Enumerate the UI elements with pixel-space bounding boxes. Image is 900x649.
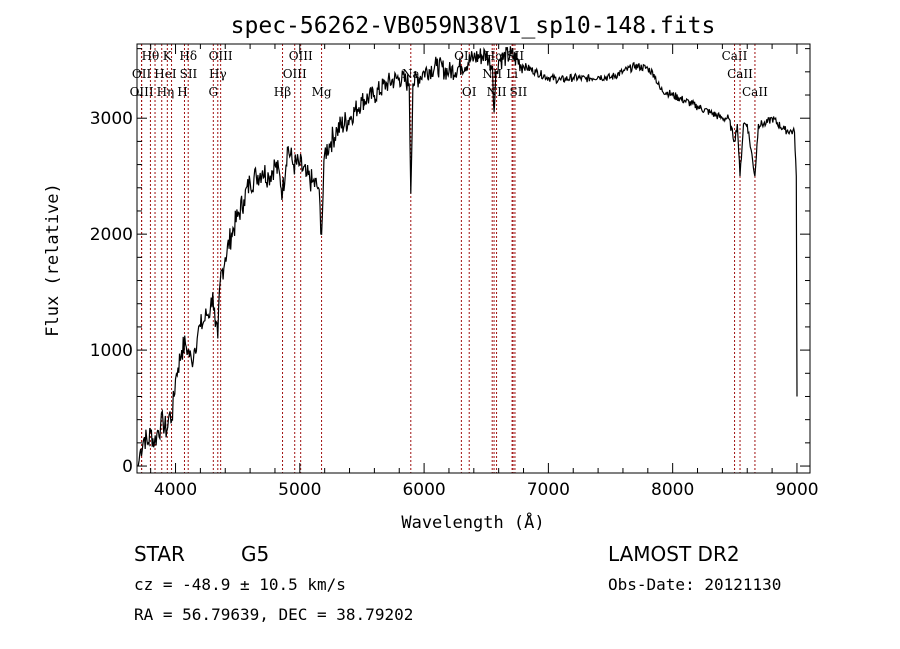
x-axis-label: Wavelength (Å) (401, 511, 544, 533)
line-marker-label: HeI (154, 67, 177, 81)
line-marker-label: CaII (742, 85, 768, 99)
line-marker-label: Hθ (142, 49, 160, 63)
line-marker-label: Hβ (274, 85, 291, 99)
redshift-cz: cz = -48.9 ± 10.5 km/s (134, 575, 346, 594)
y-tick-label: 2000 (90, 225, 133, 245)
line-marker-label: CaII (727, 67, 753, 81)
x-tick-label: 7000 (527, 480, 570, 500)
y-tick-label: 1000 (90, 341, 133, 361)
x-tick-label: 9000 (775, 480, 818, 500)
survey-name: LAMOST DR2 (608, 542, 740, 566)
line-marker-label: Hγ (209, 67, 227, 81)
line-marker-label: Hη (157, 85, 175, 99)
line-marker-label: SII (510, 85, 528, 99)
coordinates: RA = 56.79639, DEC = 38.79202 (134, 605, 413, 624)
line-marker-label: K (163, 49, 173, 63)
y-tick-label: 3000 (90, 109, 133, 129)
y-axis-label: Flux (relative) (43, 183, 63, 337)
line-marker-label: Mg (312, 85, 332, 99)
y-tick-label: 0 (122, 457, 133, 477)
chart-title: spec-56262-VB059N38V1_sp10-148.fits (231, 13, 716, 39)
line-marker-label: OIII (209, 49, 233, 63)
x-tick-label: 4000 (154, 480, 197, 500)
spectrum-line (137, 46, 798, 467)
object-subclass: G5 (241, 542, 269, 566)
line-marker-label: G (209, 85, 219, 99)
line-marker-label: Hδ (179, 49, 197, 63)
axes: 4000 5000 6000 7000 8000 9000 0 1000 2000 3000 (90, 44, 819, 500)
x-tick-label: 6000 (402, 480, 445, 500)
line-marker-label: NII (487, 85, 507, 99)
line-marker-label: OI (462, 85, 477, 99)
line-marker-label: CaII (722, 49, 748, 63)
line-marker-label: H (177, 85, 187, 99)
object-class: STAR (134, 542, 185, 566)
line-marker-label: OIII (289, 49, 313, 63)
line-markers: OIIOIIIHθHηHeIKHSIIHδGHγOIIIHβOIIIOIIIMg… (130, 44, 768, 473)
line-marker-label: OIII (283, 67, 307, 81)
obs-date: Obs-Date: 20121130 (608, 575, 781, 594)
x-tick-label: 5000 (278, 480, 321, 500)
line-marker-label: OIII (130, 85, 154, 99)
line-marker-label: Li (506, 67, 518, 81)
line-marker-label: OI (454, 49, 469, 63)
spectrum-series (137, 46, 798, 467)
x-tick-label: 8000 (651, 480, 694, 500)
